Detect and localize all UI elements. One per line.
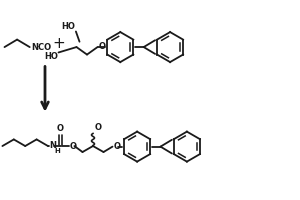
Text: +: + — [52, 36, 65, 51]
Text: NCO: NCO — [31, 43, 51, 52]
Text: H: H — [55, 148, 60, 154]
Text: O: O — [113, 142, 120, 151]
Text: O: O — [95, 123, 102, 132]
Text: N: N — [50, 141, 56, 150]
Text: O: O — [99, 42, 106, 51]
Text: O: O — [70, 142, 77, 151]
Text: HO: HO — [44, 52, 58, 61]
Text: HO: HO — [61, 22, 75, 31]
Text: O: O — [57, 124, 64, 133]
